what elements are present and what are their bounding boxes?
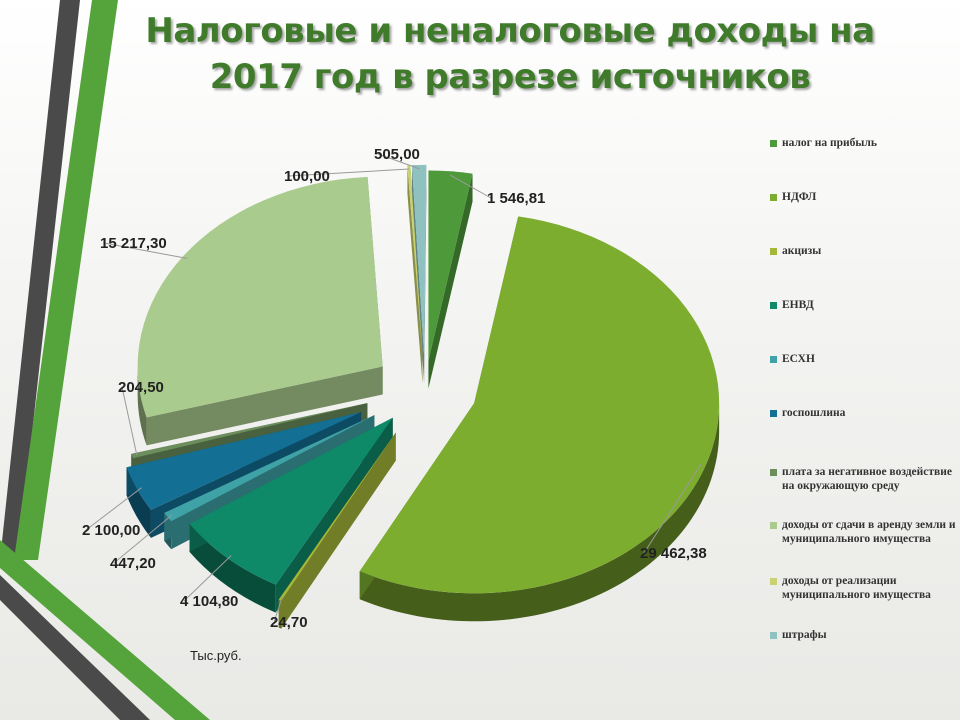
data-label: 100,00: [284, 168, 330, 185]
pie-slice-top: [164, 415, 375, 522]
data-label: 24,70: [270, 614, 308, 631]
legend-item: налог на прибыль: [770, 136, 956, 150]
pie-slice-face: [428, 173, 473, 389]
data-label: 1 546,81: [487, 190, 545, 207]
leader-line: [273, 596, 283, 623]
pie-slice-top: [407, 165, 423, 355]
legend-label: акцизы: [782, 245, 822, 257]
leader-lines: [85, 153, 702, 623]
legend-swatch: [770, 410, 777, 417]
legend-swatch: [770, 522, 777, 529]
leader-line: [377, 153, 420, 170]
pie-slice-1: [428, 170, 473, 389]
legend-swatch: [770, 469, 777, 476]
leader-line: [103, 242, 188, 259]
pie-slice-face: [411, 165, 425, 383]
legend-item: госпошлина: [770, 406, 956, 420]
legend-label: НДФЛ: [782, 191, 817, 203]
pie-slice-side: [359, 403, 720, 622]
green-stripe-top: [14, 0, 118, 560]
green-stripe-bottom: [0, 540, 210, 720]
data-label: 505,00: [374, 146, 420, 163]
pie-slice-top: [278, 432, 396, 601]
pie-slice-face: [164, 415, 375, 541]
leader-line: [287, 168, 410, 177]
data-label: 2 100,00: [82, 522, 140, 539]
pie-slice-top: [189, 417, 393, 585]
legend-label: ЕНВД: [782, 299, 814, 311]
pie-slice-2: [359, 216, 720, 622]
pie-slice-top: [411, 164, 427, 355]
legend-item: ЕНВД: [770, 298, 956, 312]
legend-swatch: [770, 302, 777, 309]
legend-swatch: [770, 578, 777, 585]
legend-swatch: [770, 632, 777, 639]
data-labels: 1 546,81 29 462,38 24,70 4 104,80 447,20 2 10…: [82, 146, 707, 631]
legend-item: плата за негативное воздействие на окруж…: [770, 465, 956, 493]
pie-slice-top: [428, 170, 473, 361]
legend-label: госпошлина: [782, 407, 846, 419]
legend-label: ЕСХН: [782, 353, 815, 365]
leader-line: [183, 555, 232, 602]
legend-item: акцизы: [770, 244, 956, 258]
pie-slice-10: [411, 164, 427, 383]
leader-line: [113, 514, 173, 564]
dark-stripe-top: [0, 0, 80, 560]
pie-slice-top: [131, 403, 368, 459]
data-label: 15 217,30: [100, 235, 167, 252]
leader-line: [643, 463, 702, 554]
data-label: 447,20: [110, 555, 156, 572]
legend-item: доходы от сдачи в аренду земли и муницип…: [770, 518, 956, 546]
legend-label: плата за негативное воздействие на окруж…: [782, 466, 952, 492]
data-label: 204,50: [118, 379, 164, 396]
pie-slice-top: [126, 412, 362, 510]
legend-label: налог на прибыль: [782, 137, 877, 149]
leader-line: [85, 487, 142, 531]
pie-slice-face: [424, 164, 427, 383]
legend-swatch: [770, 140, 777, 147]
pie-slice-face: [278, 432, 396, 628]
legend-swatch: [770, 356, 777, 363]
pie-slice-top: [359, 216, 720, 594]
legend-item: НДФЛ: [770, 190, 956, 204]
legend-swatch: [770, 194, 777, 201]
dark-stripe-bottom: [0, 575, 150, 720]
legend-swatch: [770, 248, 777, 255]
pie-slice-side: [137, 366, 147, 446]
pie-slice-top: [137, 176, 383, 418]
data-label: 4 104,80: [180, 593, 238, 610]
data-label: 29 462,38: [640, 545, 707, 562]
legend-item: штрафы: [770, 628, 956, 642]
pie-slice-side: [189, 523, 276, 613]
pie-slices: [126, 164, 720, 629]
pie-slice-face: [407, 165, 423, 383]
pie-slice-3: [278, 432, 396, 629]
legend-label: доходы от сдачи в аренду земли и муницип…: [782, 519, 956, 545]
chart-title-line2: 2017 год в разрезе источников: [209, 57, 811, 97]
legend-item: ЕСХН: [770, 352, 956, 366]
legend-label: штрафы: [782, 629, 827, 641]
pie-slice-face: [146, 366, 383, 446]
pie-slice-8: [137, 176, 383, 446]
pie-slice-9: [407, 165, 423, 383]
legend-item: доходы от реализации муниципального имущ…: [770, 574, 956, 602]
legend-label: доходы от реализации муниципального имущ…: [782, 575, 931, 601]
units-note: Тыс.руб.: [190, 648, 242, 663]
chart-title-line1: Налоговые и неналоговые доходы на: [145, 11, 875, 51]
leader-line: [121, 386, 138, 456]
leader-line: [449, 174, 492, 199]
chart-title: Налоговые и неналоговые доходы на 2017 г…: [120, 8, 900, 100]
chart-legend: налог на прибыль НДФЛ акцизы ЕНВД ЕСХН госпош…: [770, 132, 958, 652]
